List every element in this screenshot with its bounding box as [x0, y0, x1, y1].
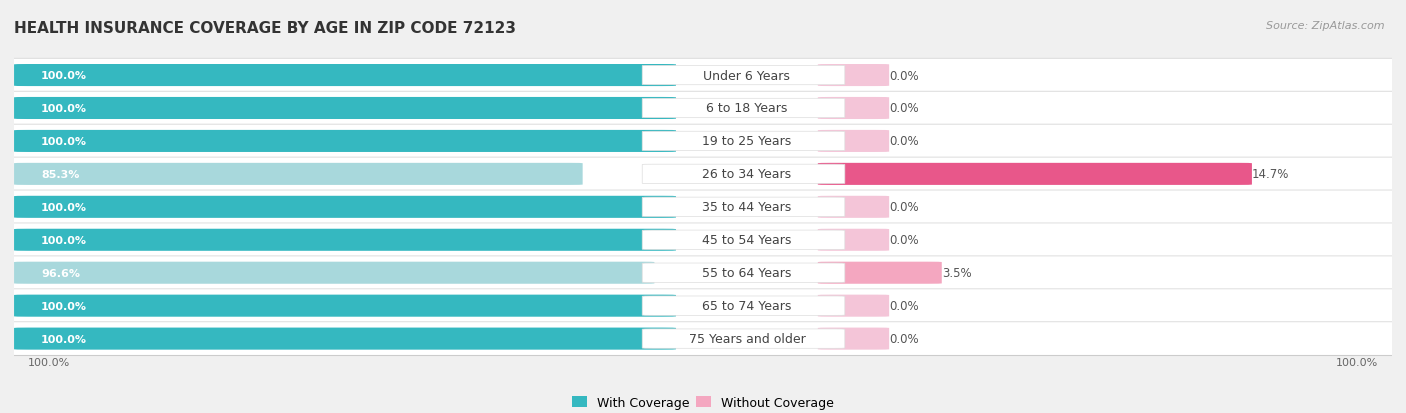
FancyBboxPatch shape: [14, 164, 582, 185]
Text: 100.0%: 100.0%: [28, 357, 70, 367]
FancyBboxPatch shape: [643, 329, 845, 349]
Text: 96.6%: 96.6%: [41, 268, 80, 278]
FancyBboxPatch shape: [14, 98, 676, 120]
FancyBboxPatch shape: [643, 66, 845, 85]
Text: 6 to 18 Years: 6 to 18 Years: [706, 102, 787, 115]
FancyBboxPatch shape: [818, 131, 889, 152]
FancyBboxPatch shape: [643, 230, 845, 250]
Text: Source: ZipAtlas.com: Source: ZipAtlas.com: [1267, 21, 1385, 31]
Text: 100.0%: 100.0%: [41, 71, 87, 81]
FancyBboxPatch shape: [818, 98, 889, 120]
FancyBboxPatch shape: [818, 164, 1251, 185]
Text: 100.0%: 100.0%: [41, 334, 87, 344]
Text: 0.0%: 0.0%: [889, 135, 918, 148]
FancyBboxPatch shape: [818, 229, 889, 251]
Text: 35 to 44 Years: 35 to 44 Years: [702, 201, 792, 214]
Text: 45 to 54 Years: 45 to 54 Years: [702, 234, 792, 247]
Text: 55 to 64 Years: 55 to 64 Years: [702, 266, 792, 280]
FancyBboxPatch shape: [643, 165, 845, 184]
Text: 100.0%: 100.0%: [41, 301, 87, 311]
FancyBboxPatch shape: [643, 132, 845, 151]
Legend: With Coverage, Without Coverage: With Coverage, Without Coverage: [567, 391, 839, 413]
Text: 100.0%: 100.0%: [1336, 357, 1378, 367]
Text: 75 Years and older: 75 Years and older: [689, 332, 806, 345]
FancyBboxPatch shape: [7, 190, 1399, 224]
FancyBboxPatch shape: [818, 65, 889, 87]
FancyBboxPatch shape: [818, 328, 889, 350]
Text: HEALTH INSURANCE COVERAGE BY AGE IN ZIP CODE 72123: HEALTH INSURANCE COVERAGE BY AGE IN ZIP …: [14, 21, 516, 36]
Text: 100.0%: 100.0%: [41, 235, 87, 245]
FancyBboxPatch shape: [818, 295, 889, 317]
FancyBboxPatch shape: [14, 65, 676, 87]
Text: 0.0%: 0.0%: [889, 299, 918, 312]
FancyBboxPatch shape: [14, 131, 676, 152]
FancyBboxPatch shape: [7, 256, 1399, 290]
Text: 100.0%: 100.0%: [41, 104, 87, 114]
FancyBboxPatch shape: [7, 322, 1399, 356]
Text: 65 to 74 Years: 65 to 74 Years: [702, 299, 792, 312]
Text: 0.0%: 0.0%: [889, 102, 918, 115]
FancyBboxPatch shape: [7, 223, 1399, 257]
FancyBboxPatch shape: [643, 296, 845, 316]
FancyBboxPatch shape: [7, 158, 1399, 191]
FancyBboxPatch shape: [7, 59, 1399, 93]
Text: 85.3%: 85.3%: [41, 169, 80, 179]
Text: 26 to 34 Years: 26 to 34 Years: [703, 168, 792, 181]
FancyBboxPatch shape: [14, 328, 676, 350]
FancyBboxPatch shape: [14, 262, 654, 284]
Text: 0.0%: 0.0%: [889, 69, 918, 82]
Text: 100.0%: 100.0%: [41, 202, 87, 212]
FancyBboxPatch shape: [643, 198, 845, 217]
FancyBboxPatch shape: [7, 289, 1399, 323]
Text: Under 6 Years: Under 6 Years: [703, 69, 790, 82]
Text: 0.0%: 0.0%: [889, 332, 918, 345]
FancyBboxPatch shape: [818, 262, 942, 284]
FancyBboxPatch shape: [7, 125, 1399, 158]
Text: 3.5%: 3.5%: [942, 266, 972, 280]
Text: 14.7%: 14.7%: [1251, 168, 1289, 181]
Text: 19 to 25 Years: 19 to 25 Years: [702, 135, 792, 148]
FancyBboxPatch shape: [14, 295, 676, 317]
FancyBboxPatch shape: [14, 196, 676, 218]
FancyBboxPatch shape: [14, 229, 676, 251]
FancyBboxPatch shape: [643, 263, 845, 283]
FancyBboxPatch shape: [7, 92, 1399, 126]
FancyBboxPatch shape: [818, 196, 889, 218]
Text: 100.0%: 100.0%: [41, 137, 87, 147]
Text: 0.0%: 0.0%: [889, 201, 918, 214]
FancyBboxPatch shape: [643, 99, 845, 119]
Text: 0.0%: 0.0%: [889, 234, 918, 247]
